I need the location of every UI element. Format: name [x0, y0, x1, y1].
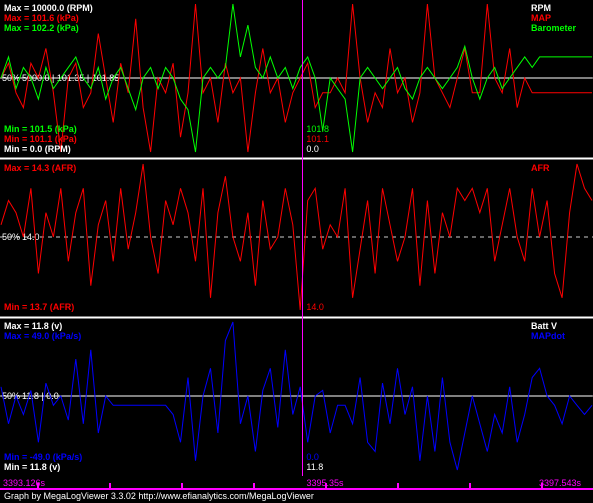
series-line-mapdot [0, 321, 593, 471]
cursor-value: 14.0 [306, 302, 324, 312]
series-name: MAP [531, 13, 551, 23]
time-cursor-label: 3395.35s [307, 478, 345, 488]
max-label: Max = 11.8 (v) [4, 321, 62, 331]
min-label: Min = 101.5 (kPa) [4, 124, 77, 134]
max-label: Max = 102.2 (kPa) [4, 23, 79, 33]
series-name: AFR [531, 163, 550, 173]
cursor-value: 0.0 [306, 144, 319, 154]
max-label: Max = 14.3 (AFR) [4, 163, 76, 173]
series-name: MAPdot [531, 331, 565, 341]
series-line-afr [0, 163, 593, 311]
cursor-value: 101.8 [306, 124, 329, 134]
footer-credit: Graph by MegaLogViewer 3.3.02 http://www… [0, 490, 593, 503]
midline-values: 14.0 [22, 232, 40, 242]
series-line-barometer [0, 3, 592, 153]
cursor-value: 101.1 [306, 134, 329, 144]
min-label: Min = 0.0 (RPM) [4, 144, 71, 154]
min-label: Min = 11.8 (v) [4, 462, 60, 472]
min-label: Min = -49.0 (kPa/s) [4, 452, 82, 462]
max-label: Max = 101.6 (kPa) [4, 13, 79, 23]
time-axis-bg [0, 476, 593, 490]
midline-label: 50% [2, 232, 20, 242]
time-end-label: 3397.543s [539, 478, 582, 488]
min-label: Min = 13.7 (AFR) [4, 302, 74, 312]
cursor-value: 0.0 [306, 452, 319, 462]
max-label: Max = 10000.0 (RPM) [4, 3, 93, 13]
cursor-value: 11.8 [306, 462, 323, 472]
series-name: Barometer [531, 23, 577, 33]
series-name: RPM [531, 3, 551, 13]
max-label: Max = 49.0 (kPa/s) [4, 331, 81, 341]
min-label: Min = 101.1 (kPa) [4, 134, 77, 144]
series-name: Batt V [531, 321, 557, 331]
time-start-label: 3393.126s [3, 478, 46, 488]
series-line-map [0, 3, 592, 153]
